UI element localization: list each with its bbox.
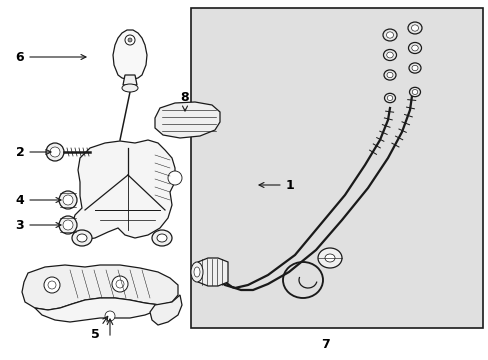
Ellipse shape <box>72 230 92 246</box>
Ellipse shape <box>407 22 421 34</box>
Ellipse shape <box>168 171 182 185</box>
Ellipse shape <box>194 267 200 277</box>
Ellipse shape <box>112 276 128 292</box>
Ellipse shape <box>59 191 77 209</box>
Ellipse shape <box>50 147 60 157</box>
Ellipse shape <box>59 216 77 234</box>
Ellipse shape <box>411 25 418 31</box>
Ellipse shape <box>63 195 73 205</box>
Text: 7: 7 <box>320 338 329 351</box>
Text: 6: 6 <box>16 50 86 63</box>
Ellipse shape <box>411 45 417 51</box>
Polygon shape <box>150 295 182 325</box>
Polygon shape <box>155 102 220 138</box>
Ellipse shape <box>157 234 167 242</box>
Ellipse shape <box>411 65 417 71</box>
Ellipse shape <box>383 70 395 80</box>
Polygon shape <box>198 258 227 286</box>
Ellipse shape <box>386 32 393 38</box>
Polygon shape <box>123 75 137 85</box>
Ellipse shape <box>191 262 203 282</box>
Text: 1: 1 <box>259 179 294 192</box>
Ellipse shape <box>44 277 60 293</box>
Ellipse shape <box>152 230 172 246</box>
Ellipse shape <box>116 280 124 288</box>
Ellipse shape <box>408 63 420 73</box>
Ellipse shape <box>383 49 396 60</box>
Ellipse shape <box>325 254 334 262</box>
Text: 2: 2 <box>16 145 51 158</box>
Text: 3: 3 <box>16 219 61 231</box>
Ellipse shape <box>317 248 341 268</box>
Ellipse shape <box>386 95 392 100</box>
Ellipse shape <box>408 87 420 97</box>
Ellipse shape <box>411 90 417 94</box>
Text: 8: 8 <box>181 90 189 111</box>
Ellipse shape <box>128 38 132 42</box>
Ellipse shape <box>386 52 392 58</box>
Polygon shape <box>72 140 175 240</box>
Ellipse shape <box>105 311 115 321</box>
Ellipse shape <box>77 234 87 242</box>
Ellipse shape <box>384 93 395 103</box>
Ellipse shape <box>46 143 64 161</box>
Ellipse shape <box>382 29 396 41</box>
Text: 5: 5 <box>90 316 107 342</box>
Ellipse shape <box>63 220 73 230</box>
Ellipse shape <box>125 35 135 45</box>
Ellipse shape <box>386 72 392 78</box>
Polygon shape <box>113 30 147 80</box>
Text: 4: 4 <box>16 194 61 207</box>
Bar <box>191 8 482 328</box>
Ellipse shape <box>407 42 421 54</box>
Polygon shape <box>35 298 164 322</box>
Polygon shape <box>22 265 178 310</box>
Ellipse shape <box>122 84 138 92</box>
Ellipse shape <box>48 281 56 289</box>
